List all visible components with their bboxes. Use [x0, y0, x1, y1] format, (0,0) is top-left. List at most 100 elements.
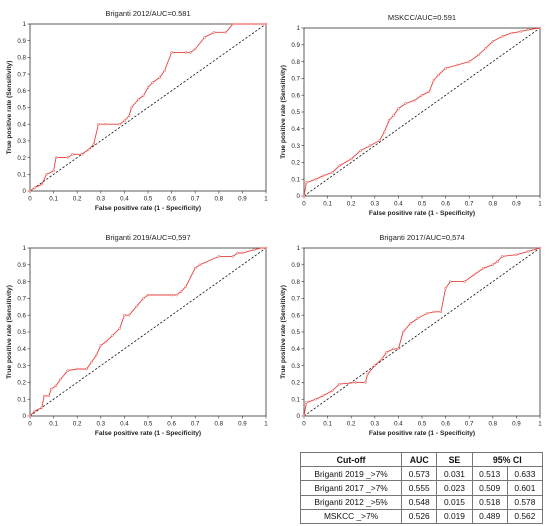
y-axis-title: True positive rate (Sensitivity) — [6, 61, 13, 155]
cell-se: 0.019 — [436, 508, 473, 524]
x-axis-title: False positive rate (1 - Specificity) — [95, 430, 201, 437]
roc-point — [387, 119, 391, 122]
roc-point — [314, 397, 318, 401]
roc-point — [198, 263, 202, 267]
roc-point — [401, 330, 405, 334]
y-tick-label: 0.4 — [291, 346, 300, 353]
roc-point — [189, 51, 192, 54]
x-tick-label: 0.8 — [488, 421, 497, 428]
roc-point — [217, 255, 221, 258]
roc-point — [49, 387, 53, 391]
cell-auc: 0.573 — [401, 466, 438, 482]
roc-point — [243, 22, 247, 26]
x-tick-label: 0.7 — [465, 201, 474, 208]
roc-point — [146, 86, 150, 89]
y-tick-label: 0.5 — [17, 329, 26, 336]
y-tick-label: 0.6 — [17, 312, 26, 319]
y-tick-label: 0.9 — [291, 262, 300, 269]
y-tick-label: 0 — [297, 193, 301, 200]
roc-point — [331, 171, 334, 174]
y-tick-label: 0.9 — [17, 262, 26, 269]
x-tick-label: 0.2 — [347, 421, 356, 428]
y-tick-label: 0.4 — [291, 126, 300, 133]
roc-point — [444, 67, 447, 70]
x-tick-label: 0.2 — [73, 421, 82, 428]
cell-ci-low: 0.518 — [471, 494, 508, 510]
roc-point — [425, 312, 428, 315]
chart-title: MSKCC/AUC=0.591 — [388, 13, 456, 22]
y-tick-label: 0.2 — [17, 155, 26, 162]
y-tick-label: 0.1 — [17, 396, 26, 403]
roc-point — [158, 76, 162, 79]
roc-point — [127, 313, 131, 317]
x-tick-label: 1 — [538, 201, 542, 208]
x-tick-label: 0.4 — [120, 196, 129, 203]
x-tick-label: 0.7 — [465, 421, 474, 428]
y-tick-label: 0.1 — [291, 176, 300, 183]
y-tick-label: 0.5 — [291, 109, 300, 116]
roc-point — [413, 98, 417, 102]
y-tick-label: 1 — [297, 25, 301, 32]
y-tick-label: 0.2 — [17, 380, 26, 387]
roc-point — [59, 377, 62, 381]
y-tick-label: 0.2 — [291, 160, 300, 167]
roc-point — [54, 156, 58, 159]
roc-point — [264, 22, 268, 26]
roc-point — [118, 327, 121, 330]
table-row: Briganti 2019 _>7% 0.573 0.031 0.513 0.6… — [299, 466, 544, 482]
x-tick-label: 0.5 — [144, 196, 153, 203]
roc-point — [184, 285, 188, 288]
roc-point — [97, 122, 100, 126]
x-tick-label: 0.5 — [418, 421, 427, 428]
roc-point — [236, 251, 239, 255]
roc-point — [241, 251, 244, 255]
y-tick-label: 0 — [297, 413, 301, 420]
x-tick-label: 1 — [264, 421, 268, 428]
y-tick-label: 1 — [23, 245, 27, 252]
x-axis-title: False positive rate (1 - Specificity) — [95, 205, 201, 212]
reference-diagonal — [303, 27, 541, 197]
x-tick-label: 0.1 — [323, 421, 332, 428]
cell-se: 0.015 — [436, 494, 473, 510]
y-tick-label: 1 — [23, 21, 27, 28]
y-tick-label: 0.5 — [291, 329, 300, 336]
y-tick-label: 0.4 — [17, 346, 26, 353]
roc-point — [252, 22, 256, 26]
y-tick-label: 0.5 — [17, 105, 26, 112]
y-tick-label: 0.9 — [17, 38, 26, 45]
roc-point — [472, 273, 476, 277]
x-tick-label: 0.7 — [191, 196, 200, 203]
x-tick-label: 0.6 — [167, 421, 176, 428]
roc-point — [212, 31, 216, 34]
roc-point — [500, 255, 504, 258]
header-ci: 95% CI — [471, 451, 544, 468]
roc-point — [66, 156, 70, 159]
roc-point — [123, 119, 126, 123]
x-tick-label: 0.4 — [120, 421, 129, 428]
roc-point — [175, 293, 178, 297]
reference-diagonal — [29, 247, 267, 417]
roc-point — [170, 293, 173, 297]
roc-point — [314, 177, 318, 181]
roc-point — [94, 354, 98, 357]
roc-point — [252, 248, 256, 251]
roc-point — [137, 97, 140, 101]
roc-point — [385, 350, 388, 354]
x-tick-label: 0.6 — [167, 196, 176, 203]
roc-point — [42, 394, 46, 398]
roc-point — [420, 93, 424, 97]
roc-point — [28, 189, 32, 193]
y-axis-title: True positive rate (Sensitivity) — [280, 285, 287, 379]
cell-ci-low: 0.509 — [471, 480, 508, 496]
x-tick-label: 0.8 — [488, 201, 497, 208]
x-axis-title: False positive rate (1 - Specificity) — [369, 430, 475, 437]
roc-point — [392, 347, 395, 351]
roc-point — [382, 130, 386, 134]
x-tick-label: 0.8 — [214, 196, 223, 203]
roc-point — [127, 114, 131, 118]
roc-point — [130, 106, 133, 109]
header-auc: AUC — [401, 451, 438, 468]
x-tick-label: 0.4 — [394, 421, 403, 428]
roc-point — [231, 255, 235, 258]
